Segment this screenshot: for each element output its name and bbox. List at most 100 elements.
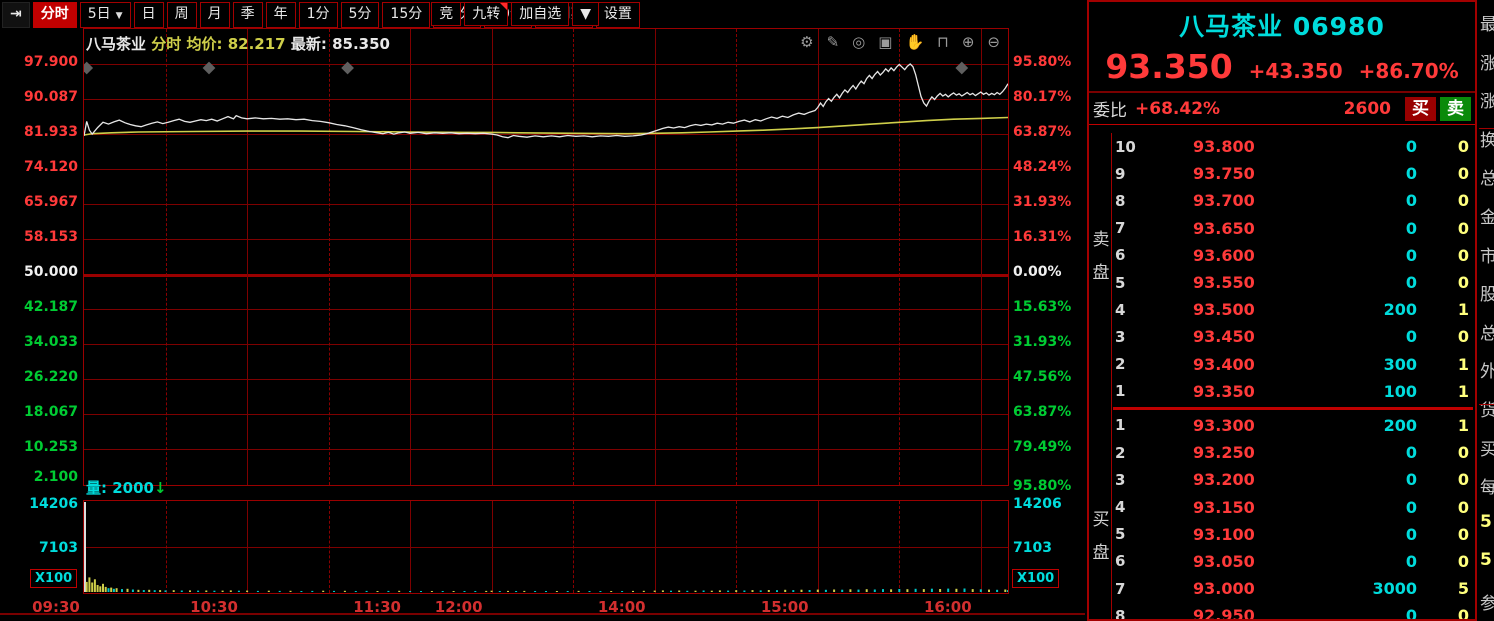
time-gridline <box>817 501 819 593</box>
pin-chart-icon[interactable]: ⇥ <box>2 2 30 28</box>
order-count: 1 <box>1457 415 1469 435</box>
order-price: 93.550 <box>1193 273 1255 293</box>
order-book-row-buy[interactable]: 5 93.100 0 0 <box>1113 521 1473 548</box>
side-label-char: 盘 <box>1092 543 1110 563</box>
order-price: 93.650 <box>1193 218 1255 238</box>
order-volume: 0 <box>1405 470 1417 490</box>
zoom-out-icon[interactable]: ⊖ <box>987 33 1000 51</box>
period-tab-周[interactable]: 周 <box>166 2 197 28</box>
order-book-row-buy[interactable]: 6 93.050 0 0 <box>1113 548 1473 575</box>
order-price: 93.300 <box>1193 415 1255 435</box>
order-book-row-sell[interactable]: 4 93.500 200 1 <box>1113 296 1473 323</box>
period-tab-分时[interactable]: 分时 <box>32 2 77 28</box>
volume-bars-canvas <box>84 502 1008 592</box>
order-book-row-sell[interactable]: 7 93.650 0 0 <box>1113 215 1473 242</box>
order-volume: 100 <box>1383 381 1417 401</box>
toolbar-button-▼[interactable]: ▼ <box>572 2 599 26</box>
order-book-row-buy[interactable]: 3 93.200 0 0 <box>1113 466 1473 493</box>
chart-title: 八马茶业 分时 均价: 82.217 最新: 85.350 <box>86 33 390 54</box>
order-volume: 0 <box>1405 137 1417 157</box>
order-level: 4 <box>1115 300 1126 319</box>
price-axis-label: 50.000 <box>23 264 78 280</box>
order-book-row-buy[interactable]: 2 93.250 0 0 <box>1113 439 1473 466</box>
order-book-row-sell[interactable]: 5 93.550 0 0 <box>1113 269 1473 296</box>
order-level: 3 <box>1115 327 1126 346</box>
period-tab-5日[interactable]: 5日 ▼ <box>79 2 131 28</box>
order-book-row-sell[interactable]: 1 93.350 100 1 <box>1113 378 1473 405</box>
time-gridline <box>980 501 982 593</box>
toolbar-button-加自选[interactable]: 加自选 <box>511 2 570 26</box>
period-tab-月[interactable]: 月 <box>199 2 230 28</box>
clipped-label: 总 <box>1480 169 1494 190</box>
zoom-in-icon[interactable]: ⊕ <box>961 33 975 51</box>
pencil-draw-icon[interactable]: ✎ <box>826 33 840 51</box>
clipped-label: 买 <box>1480 439 1494 460</box>
order-volume: 0 <box>1405 524 1417 544</box>
lock-icon[interactable]: ⊓ <box>937 33 949 51</box>
chart-tool-icons: ⚙ ✎ ◎ ▣ ✋ ⊓ ⊕ ⊖ <box>800 33 1000 51</box>
order-book-row-sell[interactable]: 8 93.700 0 0 <box>1113 187 1473 214</box>
volume-plot[interactable] <box>83 500 1009 594</box>
event-diamond-marker[interactable] <box>955 61 969 75</box>
order-book-row-sell[interactable]: 6 93.600 0 0 <box>1113 242 1473 269</box>
order-book-row-sell[interactable]: 9 93.750 0 0 <box>1113 160 1473 187</box>
event-diamond-marker[interactable] <box>202 61 216 75</box>
event-diamond-marker[interactable] <box>341 61 354 75</box>
avg-price-value: 82.217 <box>227 35 286 53</box>
order-book-row-buy[interactable]: 7 93.000 3000 5 <box>1113 575 1473 602</box>
order-level: 6 <box>1115 246 1126 265</box>
time-gridline <box>654 501 656 593</box>
period-tab-设置[interactable]: 设置 <box>595 2 640 28</box>
order-count: 0 <box>1457 164 1469 184</box>
order-level: 4 <box>1115 498 1126 517</box>
price-axis-label: 42.187 <box>23 299 78 315</box>
order-book-row-sell[interactable]: 2 93.400 300 1 <box>1113 351 1473 378</box>
order-volume: 0 <box>1405 606 1417 619</box>
price-line-canvas <box>84 61 1008 139</box>
time-gridline <box>491 501 493 593</box>
toolbar-button-九转[interactable]: 九转 <box>464 2 509 26</box>
price-gridline <box>84 274 1008 277</box>
time-gridline <box>247 501 249 593</box>
volume-header: 量: 2000↓ <box>86 477 167 498</box>
period-tab-日[interactable]: 日 <box>133 2 164 28</box>
order-level: 10 <box>1115 137 1136 156</box>
order-price: 92.950 <box>1193 606 1255 619</box>
period-tab-1分[interactable]: 1分 <box>298 2 338 28</box>
order-book-row-sell[interactable]: 10 93.800 0 0 <box>1113 133 1473 160</box>
buy-side-label: 买盘 <box>1091 504 1111 570</box>
event-diamond-marker[interactable] <box>84 61 94 75</box>
order-volume: 0 <box>1405 551 1417 571</box>
order-price: 93.800 <box>1193 137 1255 157</box>
period-tab-15分[interactable]: 15分 <box>382 2 431 28</box>
period-tab-5分[interactable]: 5分 <box>340 2 380 28</box>
order-book-row-buy[interactable]: 1 93.300 200 1 <box>1113 412 1473 439</box>
order-book-row-buy[interactable]: 8 92.950 0 0 <box>1113 602 1473 619</box>
order-book-row-buy[interactable]: 4 93.150 0 0 <box>1113 493 1473 520</box>
order-level: 1 <box>1115 382 1126 401</box>
time-gridline <box>980 29 982 485</box>
time-gridline <box>165 501 168 593</box>
price-axis-label: 81.933 <box>23 124 78 140</box>
price-plot[interactable] <box>83 28 1009 486</box>
order-level: 2 <box>1115 443 1126 462</box>
clipped-label: 最 <box>1480 15 1494 35</box>
toolbox-icon[interactable]: ▣ <box>878 33 893 51</box>
hand-pan-icon[interactable]: ✋ <box>905 33 925 51</box>
clipped-divider <box>1479 128 1494 129</box>
buy-button[interactable]: 买 <box>1405 96 1436 121</box>
order-price: 93.150 <box>1193 497 1255 517</box>
order-book-row-sell[interactable]: 3 93.450 0 0 <box>1113 323 1473 350</box>
clipped-label: 每 <box>1480 478 1494 499</box>
percent-axis-label: 48.24% <box>1013 159 1072 175</box>
order-price: 93.750 <box>1193 164 1255 184</box>
percent-axis-label: 79.49% <box>1013 439 1072 455</box>
period-tab-季[interactable]: 季 <box>232 2 263 28</box>
eye-icon[interactable]: ◎ <box>852 33 866 51</box>
sell-button[interactable]: 卖 <box>1440 96 1471 121</box>
period-tab-年[interactable]: 年 <box>265 2 296 28</box>
order-count: 1 <box>1457 300 1469 320</box>
toolbar-button-竞[interactable]: 竞 <box>431 2 462 26</box>
settings-gear-icon[interactable]: ⚙ <box>800 33 814 51</box>
